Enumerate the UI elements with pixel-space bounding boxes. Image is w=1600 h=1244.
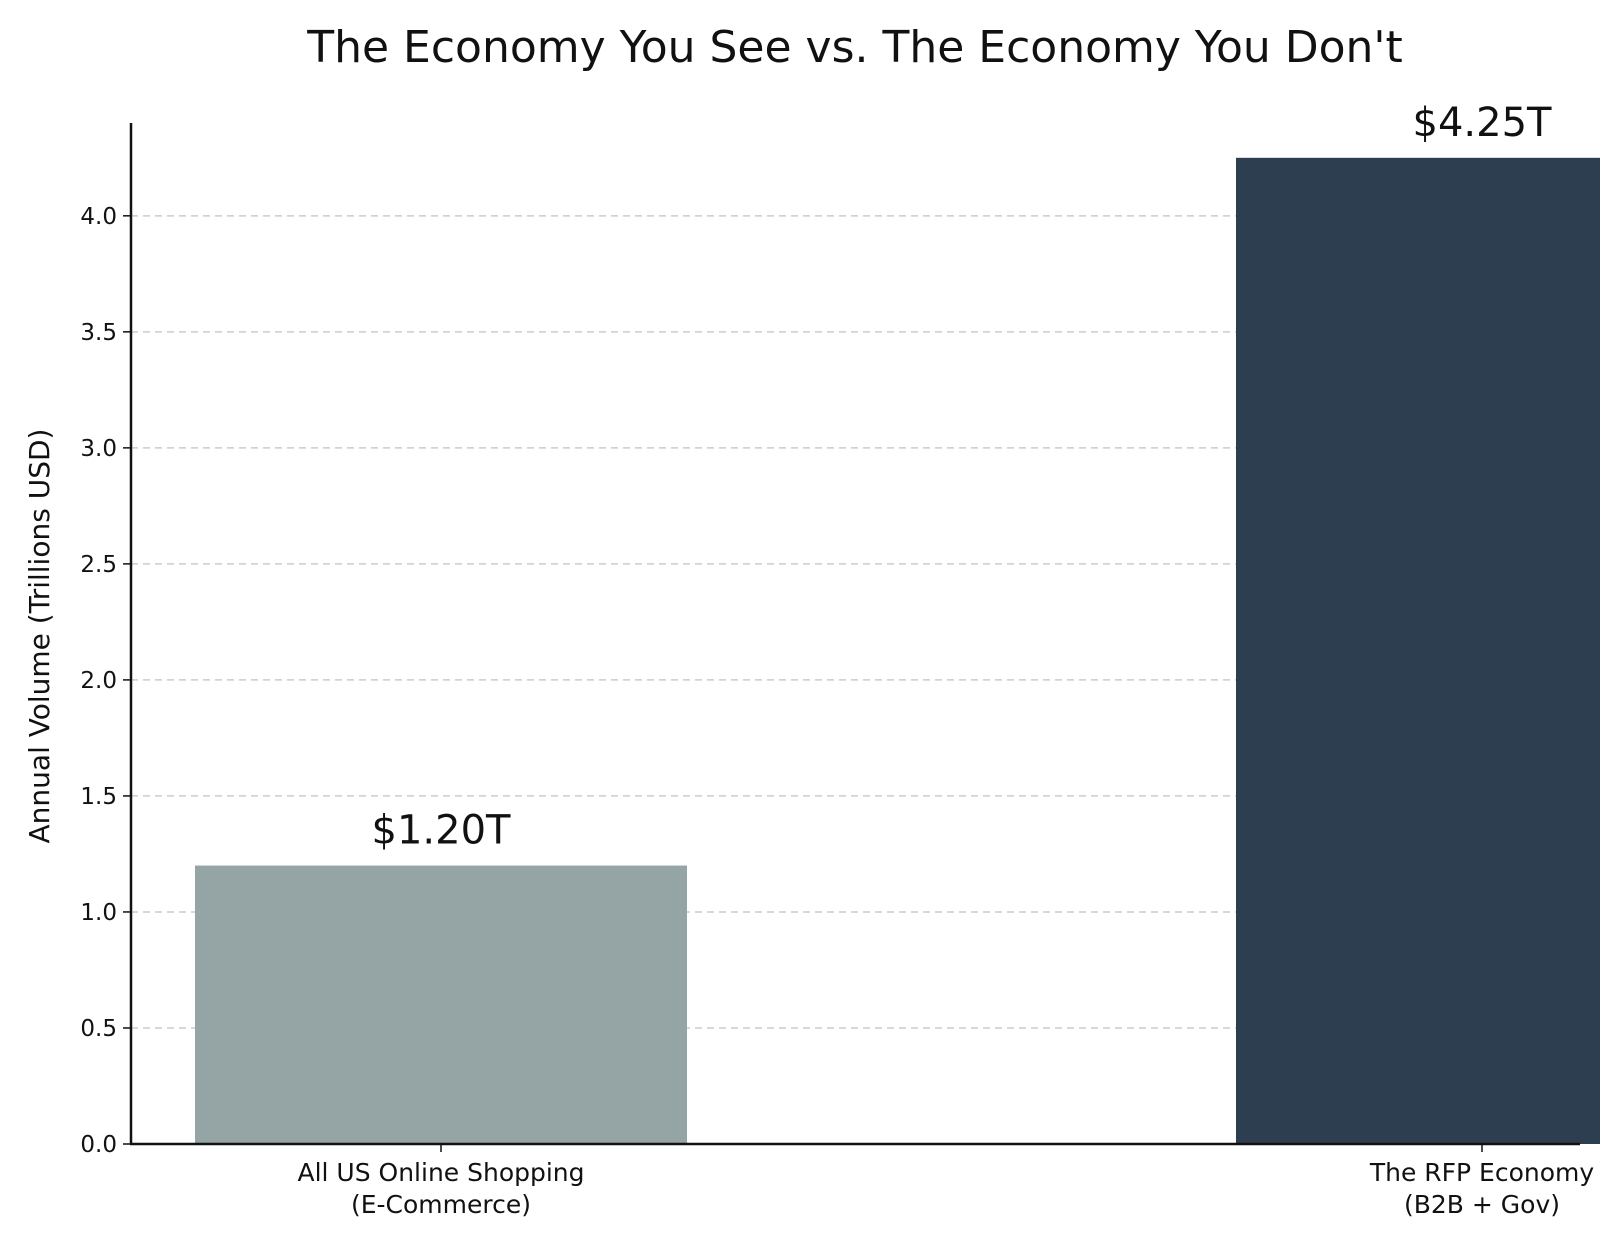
x-tick-label-1-line-0: The RFP Economy: [1369, 1158, 1595, 1187]
bar-1: [1236, 157, 1600, 1144]
chart-title: The Economy You See vs. The Economy You …: [306, 22, 1403, 73]
x-tick-label-0-line-1: (E-Commerce): [351, 1190, 531, 1219]
x-tick-label-0-line-0: All US Online Shopping: [297, 1158, 584, 1187]
axes: [129, 123, 1580, 1146]
bars: [195, 157, 1600, 1144]
data-labels: $1.20T $4.25T: [372, 100, 1553, 854]
data-label-0: $1.20T: [372, 808, 512, 854]
y-tick-label-3: 1.5: [80, 784, 117, 810]
y-ticks: 0.0 0.5 1.0 1.5 2.0 2.5 3.0 3.5 4.0: [80, 204, 131, 1158]
y-axis-label: Annual Volume (Trillions USD): [23, 429, 56, 844]
y-tick-label-5: 2.5: [80, 552, 117, 578]
data-label-1: $4.25T: [1413, 100, 1553, 146]
y-tick-label-0: 0.0: [80, 1132, 117, 1158]
y-tick-label-2: 1.0: [80, 900, 117, 926]
x-tick-label-1-line-1: (B2B + Gov): [1404, 1190, 1560, 1219]
x-ticks: All US Online Shopping (E-Commerce) The RF…: [297, 1144, 1594, 1219]
y-tick-label-8: 4.0: [80, 204, 117, 230]
y-tick-label-1: 0.5: [80, 1016, 117, 1042]
y-tick-label-6: 3.0: [80, 436, 117, 462]
y-tick-label-7: 3.5: [80, 320, 117, 346]
y-tick-label-4: 2.0: [80, 668, 117, 694]
bar-0: [195, 865, 687, 1144]
